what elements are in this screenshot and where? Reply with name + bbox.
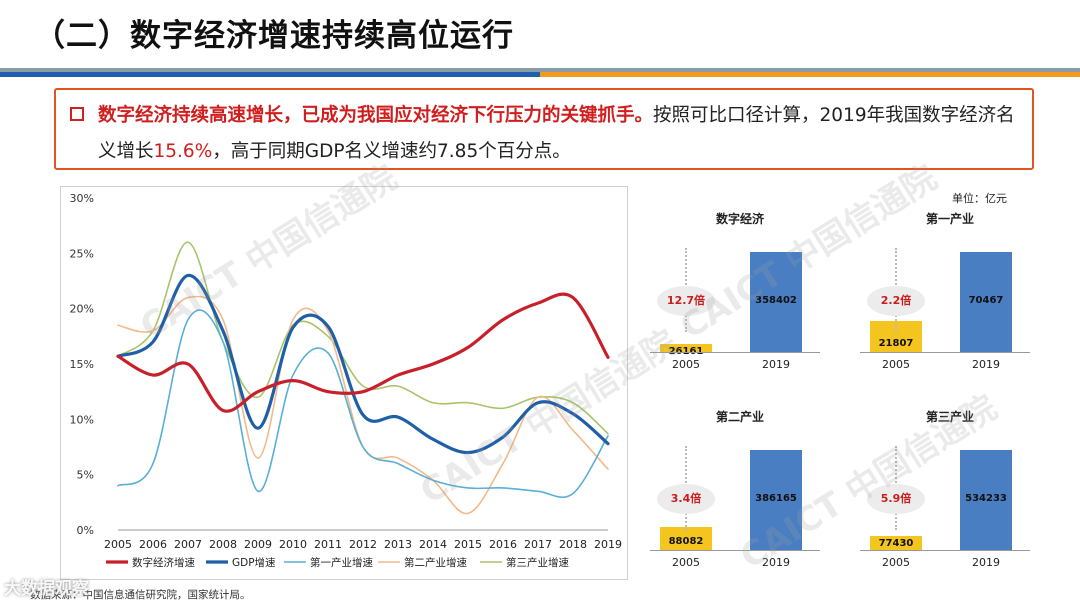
bar-panel: 数字经济 261612005 358402 2019 12.7倍 — [650, 210, 830, 380]
square-bullet-icon — [70, 107, 84, 121]
bar — [960, 450, 1012, 550]
x-tick-label: 2006 — [139, 538, 167, 551]
x-tick-label: 2016 — [489, 538, 517, 551]
x-tick-label: 2013 — [384, 538, 412, 551]
x-tick-label: 2005 — [104, 538, 132, 551]
panel-title: 第一产业 — [925, 212, 974, 226]
bar — [960, 252, 1012, 352]
x-tick-label: 2008 — [209, 538, 237, 551]
bar — [660, 527, 712, 550]
bar-value-label: 21807 — [878, 338, 914, 349]
bar-value-label: 386165 — [755, 493, 797, 504]
data-source: 数据来源：中国信息通信研究院，国家统计局。 — [30, 589, 251, 601]
page-title: （二）数字经济增速持续高位运行 — [34, 18, 514, 54]
bar-panel: 第二产业 88082 2005 386165 2019 3.4倍 — [650, 408, 830, 578]
x-tick-label: 2019 — [594, 538, 622, 551]
bar-baseline — [860, 352, 1030, 353]
key-finding-highlight: 15.6% — [153, 141, 213, 162]
x-tick-label: 2017 — [524, 538, 552, 551]
title-divider-orange — [540, 72, 1080, 77]
year-label: 2019 — [972, 358, 1000, 371]
growth-ratio-badge: 12.7倍 — [657, 286, 715, 316]
bar-value-label: 77430 — [878, 538, 914, 549]
panel-title: 第三产业 — [925, 410, 974, 424]
y-tick-label: 30% — [70, 192, 94, 205]
x-tick-label: 2015 — [454, 538, 482, 551]
year-label: 2019 — [762, 358, 790, 371]
legend-label: 第三产业增速 — [506, 556, 569, 569]
x-tick-label: 2010 — [279, 538, 307, 551]
x-tick-label: 2009 — [244, 538, 272, 551]
legend-label: GDP增速 — [232, 556, 276, 569]
x-tick-label: 2007 — [174, 538, 202, 551]
y-tick-label: 20% — [70, 303, 94, 316]
bar-value-label: 70467 — [968, 295, 1004, 306]
bar — [870, 536, 922, 550]
y-tick-label: 0% — [77, 524, 94, 537]
growth-ratio-badge: 3.4倍 — [657, 484, 715, 514]
x-tick-label: 2012 — [349, 538, 377, 551]
bar-value-label: 26161 — [660, 346, 712, 357]
bar-panel: 第三产业 77430 2005 534233 2019 5.9倍 — [860, 408, 1040, 578]
year-label: 2005 — [882, 358, 910, 371]
panel-title: 第二产业 — [715, 410, 764, 424]
bar-baseline — [860, 550, 1030, 551]
bar-value-label: 534233 — [965, 493, 1007, 504]
series-line-5 — [117, 241, 609, 435]
bar-panel: 第一产业 21807 2005 70467 2019 2.2倍 — [860, 210, 1040, 380]
bar-baseline — [650, 352, 820, 353]
legend-label: 第一产业增速 — [310, 556, 373, 569]
bar-value-label: 358402 — [755, 295, 797, 306]
x-tick-label: 2014 — [419, 538, 447, 551]
series-line-1 — [116, 292, 610, 413]
logo: 大数据观察 — [4, 579, 89, 599]
growth-ratio-badge: 2.2倍 — [867, 286, 925, 316]
panel-title: 数字经济 — [715, 212, 764, 226]
line-chart-frame — [60, 186, 628, 580]
key-finding-bold: 数字经济持续高速增长，已成为我国应对经济下行压力的关键抓手。 — [98, 105, 654, 126]
bar — [750, 252, 802, 352]
x-tick-label: 2018 — [559, 538, 587, 551]
bar — [660, 344, 712, 352]
y-tick-label: 5% — [77, 469, 94, 482]
legend-label: 数字经济增速 — [132, 556, 195, 569]
bar-value-label: 88082 — [668, 536, 704, 547]
y-tick-label: 10% — [70, 413, 94, 426]
y-tick-label: 25% — [70, 247, 94, 260]
year-label: 2005 — [672, 358, 700, 371]
series-line-2 — [116, 273, 610, 455]
title-divider-blue — [0, 72, 820, 77]
growth-ratio-badge: 5.9倍 — [867, 484, 925, 514]
title-divider-gray — [0, 68, 1080, 72]
key-finding-box: 数字经济持续高速增长，已成为我国应对经济下行压力的关键抓手。按照可比口径计算，2… — [54, 88, 1034, 170]
year-label: 2019 — [972, 556, 1000, 569]
unit-label: 单位：亿元 — [952, 192, 1007, 205]
legend-label: 第二产业增速 — [404, 556, 467, 569]
x-tick-label: 2011 — [314, 538, 342, 551]
year-label: 2019 — [762, 556, 790, 569]
year-label: 2005 — [672, 556, 700, 569]
key-finding-text-2: ，高于同期GDP名义增速约7.85个百分点。 — [212, 141, 571, 162]
bar-baseline — [650, 550, 820, 551]
year-label: 2005 — [882, 556, 910, 569]
y-tick-label: 15% — [70, 358, 94, 371]
bar — [750, 450, 802, 550]
key-finding-text-1: 按照可比口径计算，2019年我国数字经济名义增长 — [98, 105, 1015, 162]
series-line-3 — [117, 309, 609, 498]
growth-line-chart: 0% 5% 10% 15% 20% 25% 30% 2005 2006 2007 2008 2009 2… — [70, 192, 622, 569]
